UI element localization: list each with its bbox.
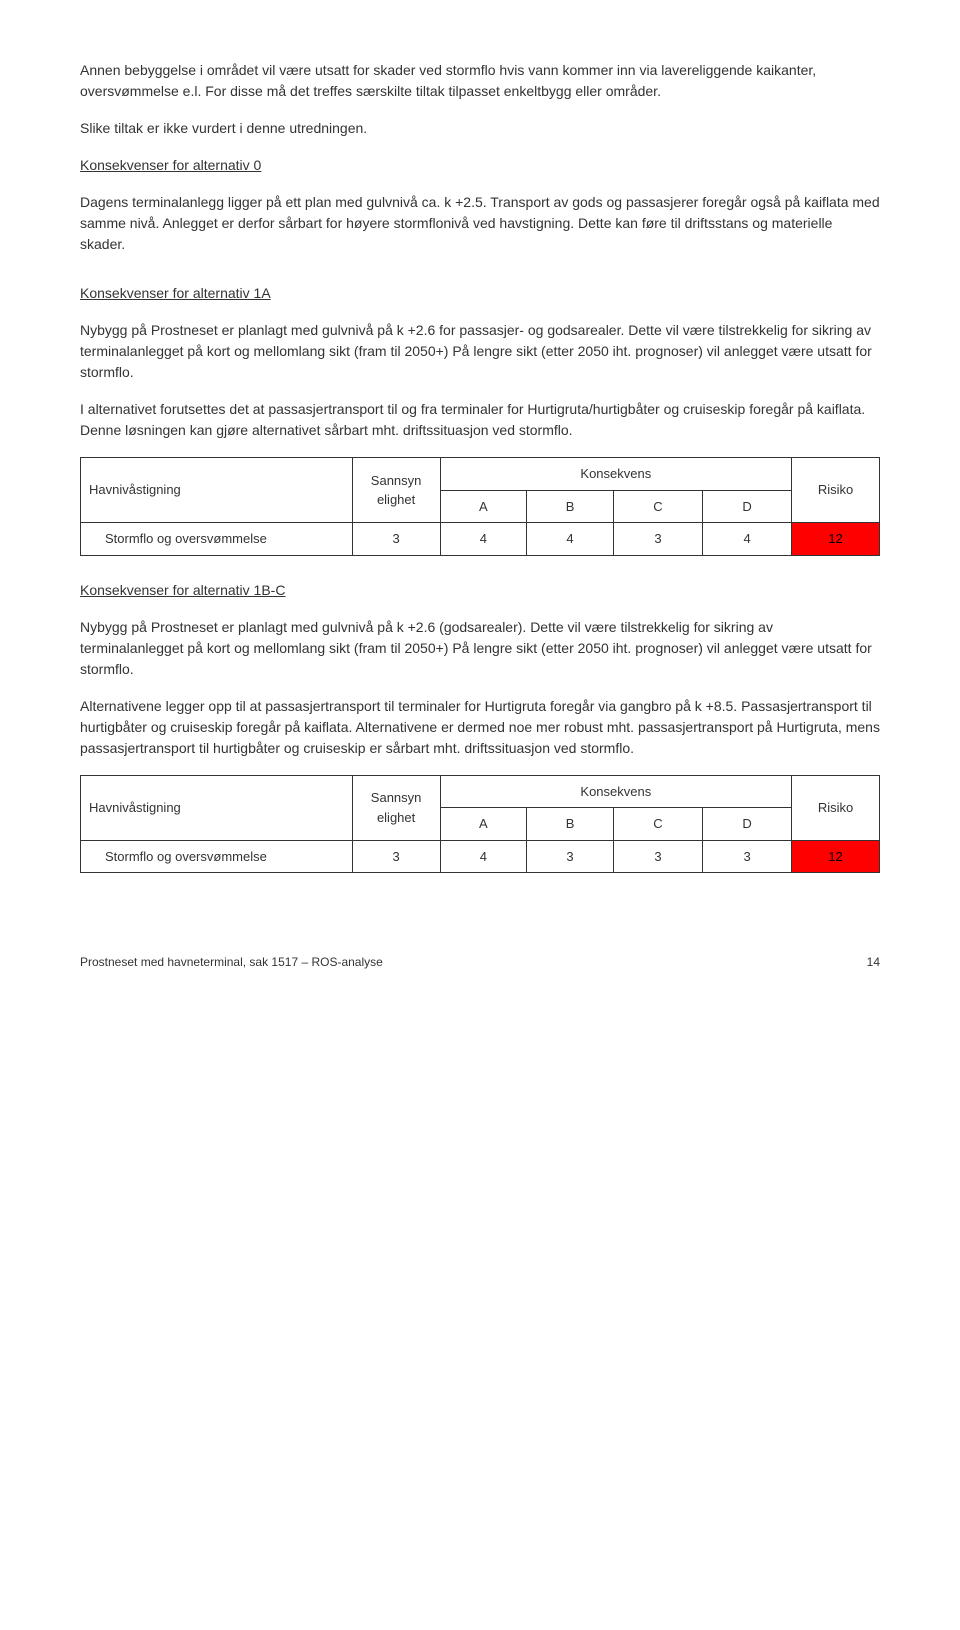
paragraph: I alternativet forutsettes det at passas…: [80, 399, 880, 441]
footer-left: Prostneset med havneterminal, sak 1517 –…: [80, 953, 383, 971]
cell-val: 4: [440, 523, 527, 556]
cell-val: 3: [702, 840, 791, 873]
heading-alt0: Konsekvenser for alternativ 0: [80, 155, 880, 176]
cell-prob: 3: [352, 840, 440, 873]
cell-val: 4: [440, 840, 527, 873]
row-label: Stormflo og oversvømmelse: [81, 523, 353, 556]
paragraph: Nybygg på Prostneset er planlagt med gul…: [80, 617, 880, 680]
heading-alt1a: Konsekvenser for alternativ 1A: [80, 283, 880, 304]
cell-risk: 12: [792, 840, 880, 873]
col-c: C: [613, 490, 702, 523]
col-d: D: [702, 490, 791, 523]
paragraph: Slike tiltak er ikke vurdert i denne utr…: [80, 118, 880, 139]
col-b: B: [527, 808, 614, 841]
col-risk: Risiko: [792, 775, 880, 840]
col-risk: Risiko: [792, 458, 880, 523]
row-label: Stormflo og oversvømmelse: [81, 840, 353, 873]
col-probability: Sannsyn elighet: [352, 458, 440, 523]
risk-table-1bc: Havnivåstigning Sannsyn elighet Konsekve…: [80, 775, 880, 874]
col-consequence: Konsekvens: [440, 458, 792, 491]
paragraph: Annen bebyggelse i området vil være utsa…: [80, 60, 880, 102]
heading-alt1bc: Konsekvenser for alternativ 1B-C: [80, 580, 880, 601]
col-c: C: [613, 808, 702, 841]
paragraph: Dagens terminalanlegg ligger på ett plan…: [80, 192, 880, 255]
col-consequence: Konsekvens: [440, 775, 792, 808]
col-category: Havnivåstigning: [81, 775, 353, 840]
cell-val: 3: [613, 840, 702, 873]
cell-val: 4: [527, 523, 614, 556]
paragraph: Alternativene legger opp til at passasje…: [80, 696, 880, 759]
col-b: B: [527, 490, 614, 523]
table-header-row: Havnivåstigning Sannsyn elighet Konsekve…: [81, 775, 880, 808]
page-footer: Prostneset med havneterminal, sak 1517 –…: [80, 953, 880, 971]
cell-risk: 12: [792, 523, 880, 556]
table-header-row: Havnivåstigning Sannsyn elighet Konsekve…: [81, 458, 880, 491]
risk-table-1a: Havnivåstigning Sannsyn elighet Konsekve…: [80, 457, 880, 556]
paragraph: Nybygg på Prostneset er planlagt med gul…: [80, 320, 880, 383]
col-d: D: [702, 808, 791, 841]
table-row: Stormflo og oversvømmelse 3 4 4 3 4 12: [81, 523, 880, 556]
col-a: A: [440, 808, 527, 841]
cell-prob: 3: [352, 523, 440, 556]
footer-page-number: 14: [867, 953, 880, 971]
cell-val: 3: [613, 523, 702, 556]
cell-val: 4: [702, 523, 791, 556]
table-row: Stormflo og oversvømmelse 3 4 3 3 3 12: [81, 840, 880, 873]
col-category: Havnivåstigning: [81, 458, 353, 523]
cell-val: 3: [527, 840, 614, 873]
col-a: A: [440, 490, 527, 523]
col-probability: Sannsyn elighet: [352, 775, 440, 840]
